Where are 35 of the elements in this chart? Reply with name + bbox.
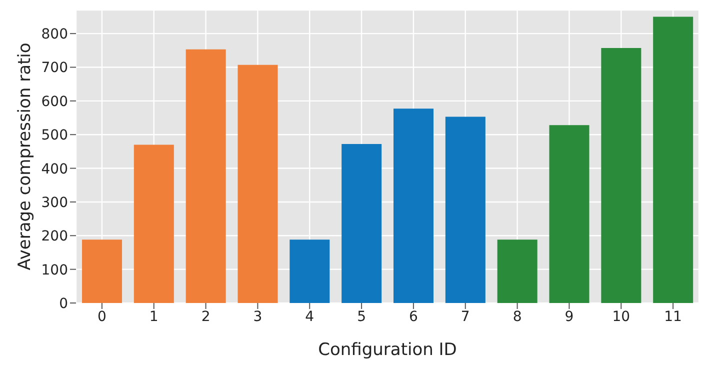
y-axis-title: Average compression ratio — [15, 42, 35, 270]
bar — [134, 144, 174, 303]
bar — [394, 108, 434, 303]
y-tick-label: 800 — [41, 26, 68, 43]
bar — [186, 49, 226, 303]
bar — [445, 116, 486, 303]
y-tick-label: 500 — [41, 128, 68, 144]
y-tick-label: 300 — [41, 194, 68, 211]
bar — [549, 125, 590, 303]
bar — [601, 48, 642, 303]
y-tick-label: 0 — [59, 296, 68, 312]
bar — [238, 64, 278, 303]
y-tick-label: 200 — [41, 228, 68, 245]
bar — [497, 240, 538, 303]
y-tick-label: 700 — [41, 60, 68, 76]
bar — [82, 240, 122, 303]
y-tick-label: 100 — [41, 262, 68, 278]
x-tick-label: 2 — [201, 308, 210, 325]
x-tick-label: 4 — [305, 308, 314, 325]
y-tick-label: 600 — [41, 94, 68, 110]
x-tick-label: 0 — [97, 308, 106, 325]
x-tick-label: 8 — [512, 308, 522, 325]
x-tick-label: 11 — [664, 308, 682, 325]
x-tick-label: 7 — [460, 308, 470, 325]
bar — [290, 240, 330, 303]
x-tick-label: 1 — [149, 308, 158, 325]
bar — [653, 16, 694, 303]
bar — [342, 144, 382, 303]
x-axis-title: Configuration ID — [318, 340, 457, 360]
x-tick-label: 10 — [612, 308, 630, 325]
x-tick-label: 3 — [253, 308, 262, 325]
x-tick-label: 9 — [564, 308, 574, 325]
y-tick-label: 400 — [41, 161, 68, 178]
x-tick-label: 6 — [408, 308, 418, 325]
x-tick-label: 5 — [357, 308, 366, 325]
